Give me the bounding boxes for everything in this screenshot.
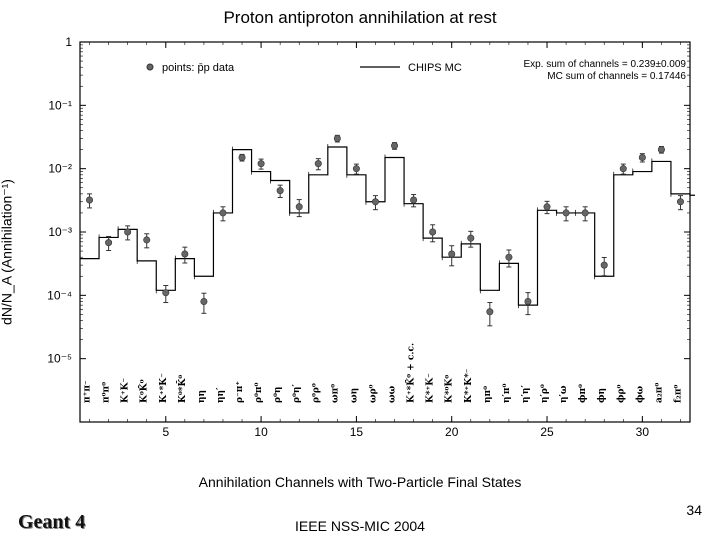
svg-text:a₂π⁰: a₂π⁰ — [654, 383, 664, 403]
svg-text:π⁺π⁻: π⁺π⁻ — [83, 380, 93, 403]
svg-text:K*⁺K⁻: K*⁺K⁻ — [426, 373, 436, 403]
svg-text:10⁻⁵: 10⁻⁵ — [47, 352, 72, 366]
footer-text: IEEE NSS-MIC 2004 — [0, 518, 720, 534]
svg-text:π⁰π⁰: π⁰π⁰ — [102, 382, 112, 403]
svg-text:ρ⁰ρ⁰: ρ⁰ρ⁰ — [311, 383, 321, 403]
svg-text:ωπ⁰: ωπ⁰ — [330, 384, 340, 403]
svg-text:10⁻⁴: 10⁻⁴ — [47, 288, 72, 302]
svg-text:K*⁰K⁰: K*⁰K⁰ — [445, 375, 455, 403]
svg-text:η′π⁰: η′π⁰ — [502, 383, 512, 403]
svg-text:ρ⁰π⁰: ρ⁰π⁰ — [254, 382, 264, 403]
svg-text:10: 10 — [254, 425, 268, 439]
plot-svg: 10⁻⁵10⁻⁴10⁻³10⁻²10⁻¹151015202530points: … — [25, 32, 695, 442]
svg-text:points: p̄p data: points: p̄p data — [162, 62, 235, 74]
plot-area: dN/N_A (Annihilation⁻¹) 10⁻⁵10⁻⁴10⁻³10⁻²… — [25, 32, 695, 472]
svg-text:ηπ⁰: ηπ⁰ — [483, 386, 493, 403]
svg-text:ϕπ⁰: ϕπ⁰ — [578, 384, 588, 403]
svg-text:K⁰K̄⁰: K⁰K̄⁰ — [138, 379, 150, 403]
svg-text:ωη: ωη — [349, 388, 359, 403]
svg-text:K*⁺K*⁻: K*⁺K*⁻ — [464, 368, 474, 403]
svg-text:η′ω: η′ω — [559, 385, 569, 403]
svg-text:MC sum of channels = 0.17446: MC sum of channels = 0.17446 — [547, 71, 686, 82]
svg-text:25: 25 — [540, 425, 554, 439]
svg-text:30: 30 — [636, 425, 650, 439]
svg-text:1: 1 — [65, 35, 72, 49]
chart-container: Proton antiproton annihilation at rest d… — [25, 8, 695, 488]
svg-text:ϕρ⁰: ϕρ⁰ — [616, 385, 626, 403]
svg-text:K⁰*K̄⁰: K⁰*K̄⁰ — [176, 375, 188, 403]
chart-title: Proton antiproton annihilation at rest — [25, 8, 695, 28]
svg-text:ϕη: ϕη — [597, 388, 607, 403]
svg-text:CHIPS MC: CHIPS MC — [408, 62, 462, 74]
svg-text:K⁺*K⁻: K⁺*K⁻ — [159, 373, 169, 403]
svg-text:K⁺K⁻: K⁺K⁻ — [121, 378, 131, 403]
x-axis-label: Annihilation Channels with Two-Particle … — [25, 474, 695, 490]
svg-text:5: 5 — [162, 425, 169, 439]
svg-text:K⁺*K̄⁰ + c.c.: K⁺*K̄⁰ + c.c. — [405, 343, 417, 403]
svg-text:15: 15 — [350, 425, 364, 439]
svg-text:η′η′: η′η′ — [521, 385, 531, 403]
svg-text:ρ⁰η: ρ⁰η — [273, 387, 283, 403]
svg-text:ηη′: ηη′ — [216, 387, 226, 403]
svg-text:10⁻³: 10⁻³ — [48, 225, 72, 239]
svg-text:ωω: ωω — [388, 385, 398, 403]
page-number: 34 — [686, 502, 702, 518]
svg-text:20: 20 — [445, 425, 459, 439]
svg-text:Exp. sum of channels = 0.239±0: Exp. sum of channels = 0.239±0.009 — [523, 59, 686, 70]
svg-text:10⁻²: 10⁻² — [48, 162, 72, 176]
svg-text:ϕω: ϕω — [635, 386, 645, 403]
svg-text:ρ⁻π⁺: ρ⁻π⁺ — [235, 381, 245, 403]
svg-text:ωρ⁰: ωρ⁰ — [368, 384, 378, 403]
svg-text:10⁻¹: 10⁻¹ — [48, 98, 72, 112]
y-axis-label: dN/N_A (Annihilation⁻¹) — [0, 179, 16, 325]
svg-text:ηη: ηη — [197, 390, 207, 403]
svg-text:f₂π⁰: f₂π⁰ — [673, 385, 683, 403]
svg-text:η′ρ⁰: η′ρ⁰ — [540, 384, 550, 403]
svg-text:ρ⁰η′: ρ⁰η′ — [292, 384, 302, 403]
